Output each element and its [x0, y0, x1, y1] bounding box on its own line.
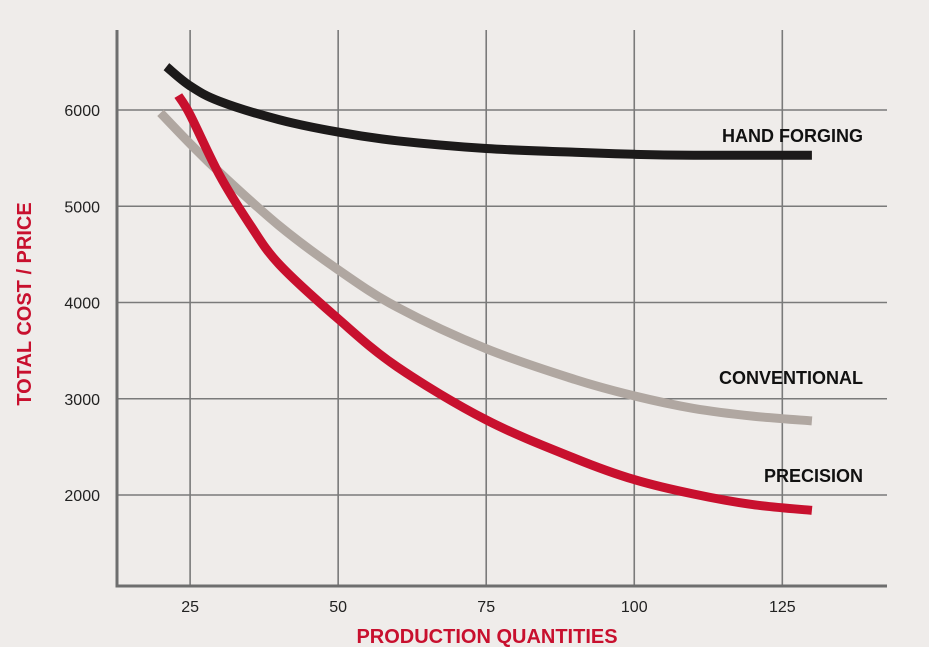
y-tick-label: 4000 [64, 296, 100, 313]
x-tick-label: 125 [769, 599, 796, 616]
series-line-precision [174, 93, 813, 515]
series-label-conventional: CONVENTIONAL [719, 368, 863, 388]
x-tick-label: 50 [329, 599, 347, 616]
series-label-hand-forging: HAND FORGING [722, 126, 863, 146]
axes [115, 30, 887, 588]
tick-labels: 2000 3000 4000 5000 6000 25 50 75 100 125 [64, 103, 795, 616]
y-tick-label: 6000 [64, 103, 100, 120]
y-tick-label: 2000 [64, 488, 100, 505]
y-axis-title: TOTAL COST / PRICE [14, 202, 36, 405]
x-tick-label: 25 [181, 599, 199, 616]
x-tick-label: 75 [477, 599, 495, 616]
x-tick-label: 100 [621, 599, 648, 616]
series-line-hand-forging [163, 63, 812, 160]
y-tick-label: 5000 [64, 199, 100, 216]
x-axis-title: PRODUCTION QUANTITIES [356, 626, 617, 647]
series-label-precision: PRECISION [764, 466, 863, 486]
series-lines [157, 63, 813, 515]
series-labels: HAND FORGING CONVENTIONAL PRECISION [719, 126, 863, 486]
y-tick-label: 3000 [64, 392, 100, 409]
